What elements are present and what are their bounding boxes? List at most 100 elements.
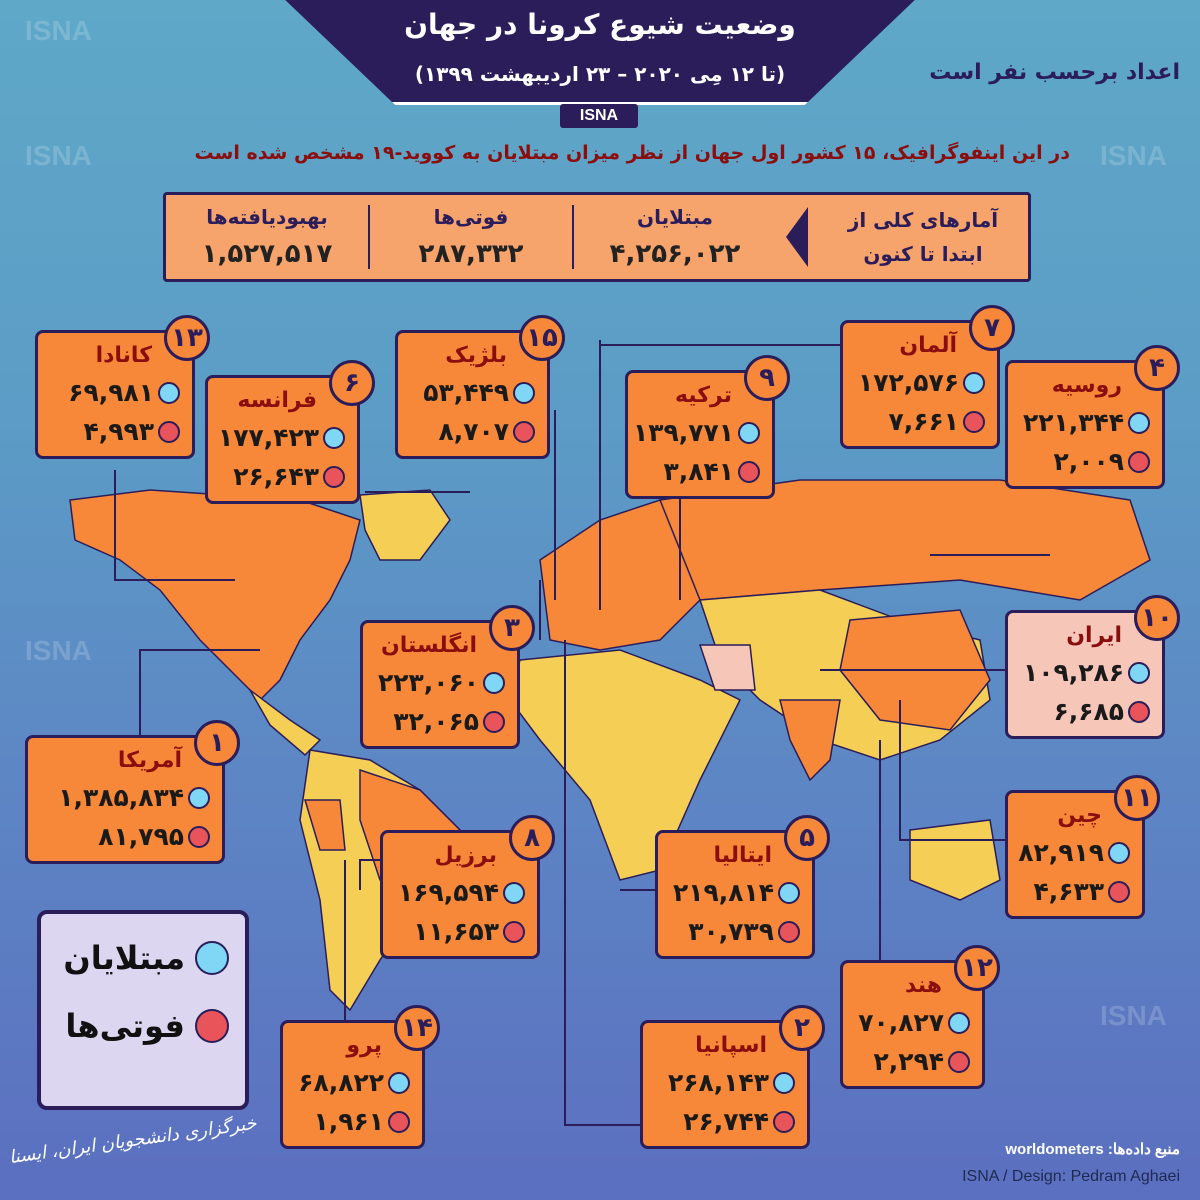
iran: [698, 644, 756, 691]
cases-count: ۲۶۸,۱۴۳: [667, 1068, 769, 1097]
deaths-count: ۸,۷۰۷: [438, 417, 509, 446]
deaths-dot-icon: [503, 920, 525, 943]
north-america: [69, 489, 361, 702]
data-source: منبع داده‌ها: worldometers: [1005, 1141, 1180, 1158]
country-card: ۴ روسیه ۲۲۱,۳۴۴ ۲,۰۰۹: [1005, 345, 1180, 489]
deaths-dot-icon: [738, 460, 760, 483]
country-card: ۱۲ هند ۷۰,۸۲۷ ۲,۲۹۴: [840, 945, 1000, 1089]
rank-badge: ۸: [509, 815, 555, 861]
cases-count: ۲۱۹,۸۱۴: [672, 878, 774, 907]
deaths-dot-icon: [195, 1009, 229, 1043]
cases-row: ۱۷۷,۴۲۳: [216, 423, 345, 452]
legend-cases-label: مبتلایان: [63, 939, 185, 977]
cases-count: ۱,۳۸۵,۸۳۴: [58, 783, 184, 812]
deaths-count: ۴,۹۹۳: [83, 417, 154, 446]
cases-row: ۷۰,۸۲۷: [851, 1008, 970, 1037]
legend-deaths-label: فوتی‌ها: [65, 1007, 185, 1045]
page-title: وضعیت شیوع کرونا در جهان: [404, 8, 796, 41]
arrow-icon: [786, 207, 808, 267]
australia: [909, 819, 1001, 901]
deaths-label: فوتی‌ها: [433, 205, 509, 229]
rank-badge: ۳: [489, 605, 535, 651]
cases-row: ۸۲,۹۱۹: [1016, 838, 1130, 867]
cases-row: ۲۱۹,۸۱۴: [666, 878, 800, 907]
deaths-count: ۲۶,۶۴۳: [233, 462, 319, 491]
deaths-row: ۸,۷۰۷: [406, 417, 535, 446]
rank-badge: ۱۱: [1114, 775, 1160, 821]
cases-dot-icon: [1128, 661, 1150, 684]
cases-dot-icon: [503, 881, 525, 904]
summary-deaths: فوتی‌ها ۲۸۷,۳۳۲: [368, 205, 572, 269]
deaths-dot-icon: [188, 825, 210, 848]
units-note: اعداد برحسب نفر است: [929, 60, 1180, 85]
deaths-dot-icon: [483, 710, 505, 733]
watermark: ISNA: [25, 15, 92, 46]
summary-cases: مبتلایان ۴,۲۵۶,۰۲۲: [572, 205, 776, 269]
deaths-count: ۶,۶۸۵: [1053, 697, 1124, 726]
rank-badge: ۹: [744, 355, 790, 401]
cases-row: ۱۳۹,۷۷۱: [633, 418, 760, 447]
rank-badge: ۱۰: [1134, 595, 1180, 641]
deaths-row: ۲۶,۷۴۴: [651, 1107, 795, 1136]
cases-dot-icon: [1128, 411, 1150, 434]
deaths-count: ۱,۹۶۱: [313, 1107, 384, 1136]
cases-row: ۶۹,۹۸۱: [46, 378, 180, 407]
rank-badge: ۱: [194, 720, 240, 766]
country-name: روسیه: [1051, 373, 1122, 398]
deaths-count: ۴,۶۳۳: [1033, 877, 1104, 906]
cases-row: ۲۲۱,۳۴۴: [1016, 408, 1150, 437]
recovered-label: بهبودیافته‌ها: [206, 205, 328, 229]
country-name: اسپانیا: [695, 1033, 767, 1058]
deaths-row: ۱,۹۶۱: [291, 1107, 410, 1136]
deaths-row: ۳۰,۷۳۹: [666, 917, 800, 946]
country-name: هند: [905, 973, 942, 998]
cases-dot-icon: [948, 1011, 970, 1034]
rank-badge: ۶: [329, 360, 375, 406]
country-name: ایران: [1066, 623, 1122, 648]
legend: مبتلایان فوتی‌ها: [37, 910, 249, 1110]
cases-row: ۲۶۸,۱۴۳: [651, 1068, 795, 1097]
country-name: برزیل: [434, 843, 497, 868]
deaths-dot-icon: [773, 1110, 795, 1133]
watermark: ISNA: [25, 140, 92, 171]
deaths-row: ۶,۶۸۵: [1016, 697, 1150, 726]
deaths-count: ۲۶,۷۴۴: [683, 1107, 769, 1136]
deaths-dot-icon: [388, 1110, 410, 1133]
deaths-dot-icon: [778, 920, 800, 943]
country-name: بلژیک: [445, 343, 507, 368]
cases-count: ۲۲۱,۳۴۴: [1022, 408, 1124, 437]
legend-cases: مبتلایان: [57, 939, 229, 977]
deaths-row: ۳۲,۰۶۵: [371, 707, 505, 736]
deaths-row: ۳,۸۴۱: [636, 457, 760, 486]
watermark: ISNA: [25, 635, 92, 666]
deaths-dot-icon: [1128, 700, 1150, 723]
rank-badge: ۱۳: [164, 315, 210, 361]
cases-count: ۸۲,۹۱۹: [1018, 838, 1104, 867]
country-name: آلمان: [899, 333, 957, 358]
cases-dot-icon: [778, 881, 800, 904]
cases-row: ۱,۳۸۵,۸۳۴: [36, 783, 210, 812]
cases-row: ۱۰۹,۲۸۶: [1016, 658, 1150, 687]
deaths-row: ۴,۹۹۳: [46, 417, 180, 446]
country-card: ۱۱ چین ۸۲,۹۱۹ ۴,۶۳۳: [1005, 775, 1160, 919]
country-name: انگلستان: [381, 633, 477, 658]
summary-panel: آمارهای کلی از ابتدا تا کنون مبتلایان ۴,۲…: [163, 192, 1031, 282]
cases-label: مبتلایان: [637, 205, 713, 229]
summary-recovered: بهبودیافته‌ها ۱,۵۲۷,۵۱۷: [166, 205, 368, 269]
country-name: کانادا: [95, 343, 152, 368]
country-card: ۱۴ پرو ۶۸,۸۲۲ ۱,۹۶۱: [280, 1005, 440, 1149]
cases-count: ۱۶۹,۵۹۴: [397, 878, 499, 907]
cases-row: ۱۷۲,۵۷۶: [851, 368, 985, 397]
rank-badge: ۱۵: [519, 315, 565, 361]
deaths-row: ۲,۰۰۹: [1016, 447, 1150, 476]
country-card: ۱۳ کانادا ۶۹,۹۸۱ ۴,۹۹۳: [35, 315, 210, 459]
cases-count: ۱۷۷,۴۲۳: [217, 423, 319, 452]
rank-badge: ۴: [1134, 345, 1180, 391]
country-name: چین: [1057, 803, 1102, 828]
country-name: ترکیه: [674, 383, 732, 408]
deaths-count: ۳۲,۰۶۵: [393, 707, 479, 736]
cases-dot-icon: [963, 371, 985, 394]
cases-dot-icon: [158, 381, 180, 404]
cases-count: ۱۰۹,۲۸۶: [1022, 658, 1124, 687]
cases-dot-icon: [195, 941, 229, 975]
